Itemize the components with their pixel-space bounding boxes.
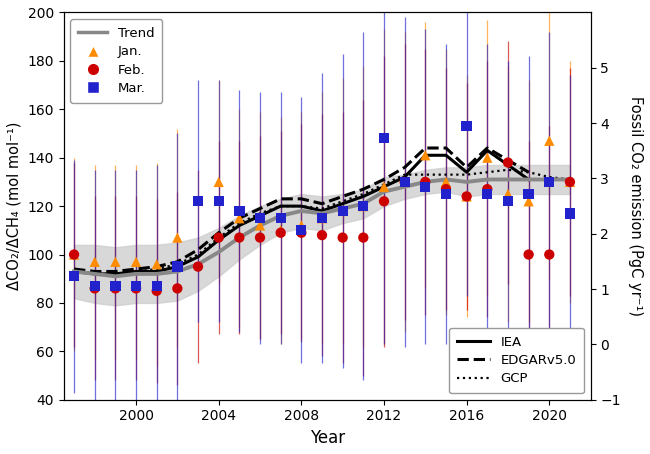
Point <box>544 251 554 258</box>
Point <box>337 207 348 215</box>
Point <box>296 227 307 234</box>
Point <box>502 197 513 205</box>
Point <box>213 234 224 241</box>
Point <box>379 183 389 190</box>
Y-axis label: ΔCO₂/ΔCH₄ (mol mol⁻¹): ΔCO₂/ΔCH₄ (mol mol⁻¹) <box>7 122 22 290</box>
Point <box>358 202 369 210</box>
Point <box>111 282 121 290</box>
Point <box>90 285 100 292</box>
Point <box>296 222 307 229</box>
Point <box>358 234 369 241</box>
Point <box>420 178 430 186</box>
Point <box>337 234 348 241</box>
Point <box>502 159 513 166</box>
Point <box>151 287 162 295</box>
Legend: IEA, EDGARv5.0, GCP: IEA, EDGARv5.0, GCP <box>449 328 584 393</box>
Point <box>462 193 472 200</box>
Point <box>69 251 79 258</box>
Point <box>400 178 410 186</box>
Point <box>544 137 554 144</box>
Point <box>523 251 534 258</box>
Point <box>462 193 472 200</box>
Point <box>544 178 554 186</box>
Point <box>234 234 244 241</box>
Point <box>151 261 162 268</box>
Point <box>565 178 575 186</box>
Point <box>420 183 430 190</box>
Point <box>172 285 183 292</box>
Point <box>317 215 327 222</box>
Point <box>379 135 389 142</box>
Point <box>234 207 244 215</box>
Point <box>172 263 183 270</box>
Point <box>523 190 534 197</box>
X-axis label: Year: Year <box>309 429 344 447</box>
Point <box>379 197 389 205</box>
Point <box>482 190 493 197</box>
Point <box>193 263 203 270</box>
Point <box>111 285 121 292</box>
Point <box>565 178 575 186</box>
Point <box>193 197 203 205</box>
Point <box>276 215 286 222</box>
Point <box>111 258 121 266</box>
Point <box>337 207 348 215</box>
Point <box>276 229 286 237</box>
Point <box>420 152 430 159</box>
Point <box>151 282 162 290</box>
Point <box>255 234 265 241</box>
Point <box>131 282 141 290</box>
Point <box>172 234 183 241</box>
Point <box>90 282 100 290</box>
Point <box>565 210 575 217</box>
Point <box>131 258 141 266</box>
Point <box>523 197 534 205</box>
Point <box>69 273 79 280</box>
Point <box>502 190 513 197</box>
Point <box>400 178 410 186</box>
Point <box>441 178 451 186</box>
Point <box>317 215 327 222</box>
Y-axis label: Fossil CO₂ emission (PgC yr⁻¹): Fossil CO₂ emission (PgC yr⁻¹) <box>628 96 643 316</box>
Point <box>255 215 265 222</box>
Point <box>213 178 224 186</box>
Point <box>441 186 451 193</box>
Point <box>482 154 493 161</box>
Point <box>441 190 451 197</box>
Point <box>358 202 369 210</box>
Point <box>296 229 307 237</box>
Point <box>482 186 493 193</box>
Point <box>317 232 327 239</box>
Point <box>400 178 410 186</box>
Point <box>131 285 141 292</box>
Point <box>213 197 224 205</box>
Point <box>276 227 286 234</box>
Point <box>90 258 100 266</box>
Point <box>234 215 244 222</box>
Point <box>462 123 472 130</box>
Point <box>69 251 79 258</box>
Point <box>255 222 265 229</box>
